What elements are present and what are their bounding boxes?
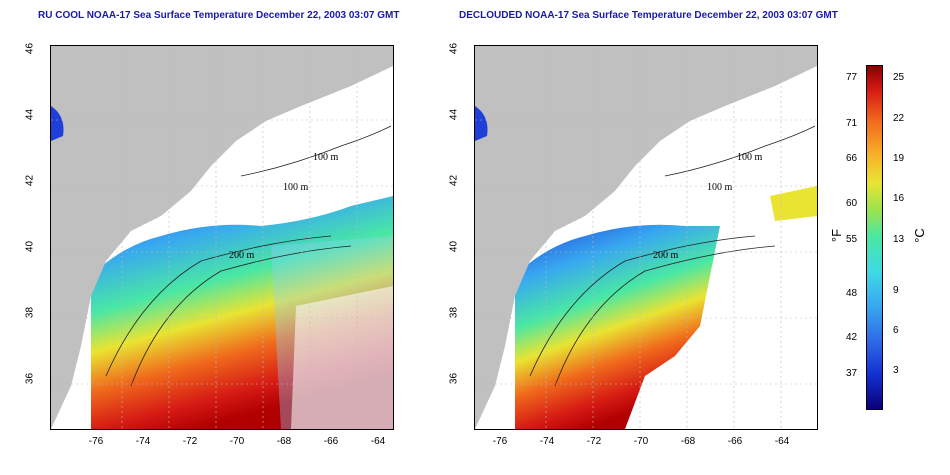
fahrenheit-label: 48 (846, 288, 858, 299)
x-tick-label: -68 (276, 436, 292, 447)
sst-map-raw-graphic: 200 m 100 m 100 m (51, 46, 393, 429)
celsius-label: 25 (893, 72, 905, 83)
sst-map-declouded-graphic: 200 m 100 m 100 m (475, 46, 817, 429)
y-tick-label: 40 (448, 240, 460, 253)
fahrenheit-label: 42 (846, 332, 858, 343)
y-tick-label: 36 (448, 372, 460, 385)
fahrenheit-label: 66 (846, 153, 858, 164)
y-tick-label: 42 (24, 174, 36, 187)
fahrenheit-label: 77 (846, 72, 858, 83)
x-tick-label: -76 (88, 436, 104, 447)
fahrenheit-label: 55 (846, 234, 858, 245)
y-tick-label: 44 (448, 108, 460, 121)
celsius-label: 19 (893, 153, 905, 164)
fahrenheit-label: 37 (846, 368, 858, 379)
y-tick-label: 42 (448, 174, 460, 187)
x-tick-label: -64 (774, 436, 790, 447)
contour-label: 200 m (653, 250, 679, 261)
x-tick-label: -76 (492, 436, 508, 447)
panel-1-title: RU COOL NOAA-17 Sea Surface Temperature … (38, 10, 400, 21)
fahrenheit-label: 60 (846, 198, 858, 209)
x-tick-label: -66 (727, 436, 743, 447)
contour-label: 200 m (229, 250, 255, 261)
x-tick-label: -70 (633, 436, 649, 447)
celsius-label: 22 (893, 113, 905, 124)
y-tick-label: 40 (24, 240, 36, 253)
temperature-colorbar (866, 65, 883, 410)
celsius-label: 6 (893, 325, 899, 336)
x-tick-label: -74 (135, 436, 151, 447)
y-tick-label: 38 (448, 306, 460, 319)
panel-2-title: DECLOUDED NOAA-17 Sea Surface Temperatur… (459, 10, 838, 21)
celsius-label: 3 (893, 365, 899, 376)
sst-map-raw: 200 m 100 m 100 m (50, 45, 394, 430)
contour-label: 100 m (283, 182, 309, 193)
x-tick-label: -74 (539, 436, 555, 447)
x-tick-label: -64 (370, 436, 386, 447)
x-tick-label: -66 (323, 436, 339, 447)
contour-label: 100 m (707, 182, 733, 193)
fahrenheit-unit: °F (829, 228, 845, 243)
y-tick-label: 44 (24, 108, 36, 121)
x-tick-label: -72 (182, 436, 198, 447)
celsius-label: 13 (893, 234, 905, 245)
x-tick-label: -70 (229, 436, 245, 447)
celsius-unit: °C (911, 228, 927, 243)
y-tick-label: 46 (448, 42, 460, 55)
contour-label: 100 m (737, 152, 763, 163)
x-tick-label: -68 (680, 436, 696, 447)
celsius-label: 9 (893, 285, 899, 296)
celsius-label: 16 (893, 193, 905, 204)
y-tick-label: 46 (24, 42, 36, 55)
contour-label: 100 m (313, 152, 339, 163)
fahrenheit-label: 71 (846, 118, 858, 129)
sst-map-declouded: 200 m 100 m 100 m (474, 45, 818, 430)
y-tick-label: 36 (24, 372, 36, 385)
x-tick-label: -72 (586, 436, 602, 447)
y-tick-label: 38 (24, 306, 36, 319)
